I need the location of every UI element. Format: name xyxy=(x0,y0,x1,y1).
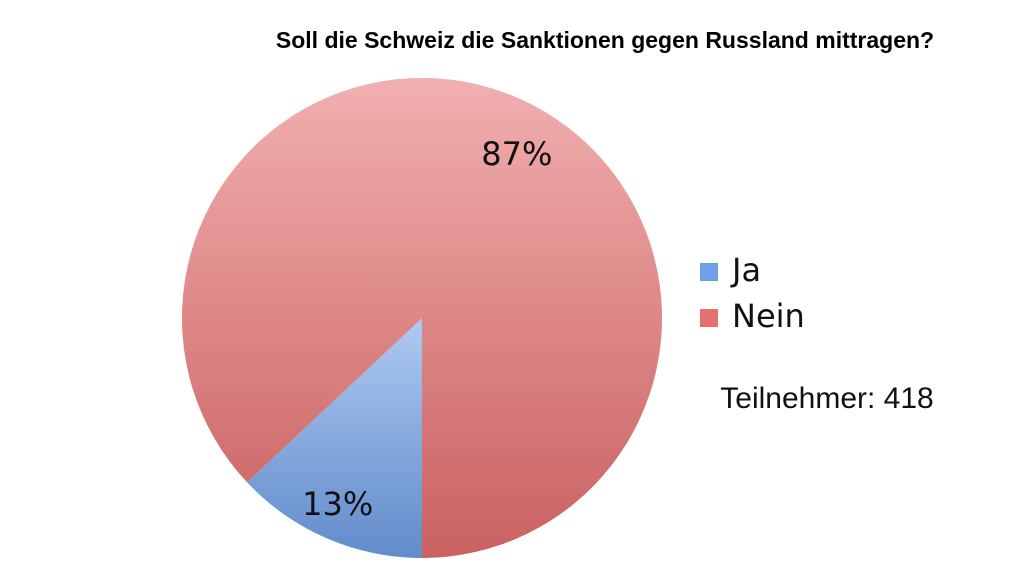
legend-swatch xyxy=(700,263,718,281)
data-label: 87% xyxy=(481,135,552,173)
legend-label: Nein xyxy=(732,297,805,335)
chart-title: Soll die Schweiz die Sanktionen gegen Ru… xyxy=(276,27,934,53)
legend-label: Ja xyxy=(730,251,761,289)
legend-swatch xyxy=(700,309,718,327)
annotation: Teilnehmer: 418 xyxy=(720,382,933,415)
data-label: 13% xyxy=(302,485,373,523)
